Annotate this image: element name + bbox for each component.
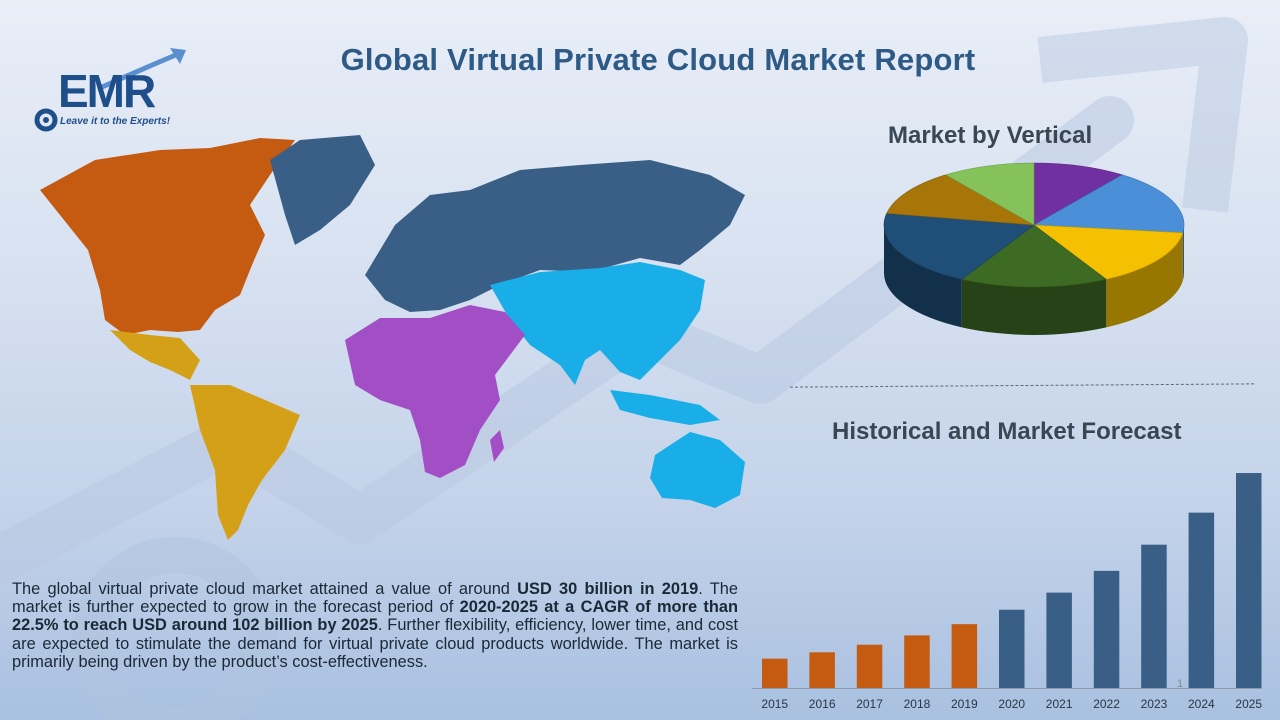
description-text: . The market is further expected to grow… [12, 580, 739, 617]
x-tick-label: 2015 [761, 697, 788, 711]
description-highlight: 2020-2025 at a CAGR of more than 22.5% t… [12, 598, 738, 635]
description-highlight: USD 30 billion in 2019 [517, 580, 699, 598]
bar-2021 [1046, 592, 1072, 688]
map-region-europe-russia [365, 160, 745, 312]
pie-slice [1033, 224, 1184, 280]
map-region-madagascar [490, 430, 504, 462]
page-number: 1 [1177, 678, 1184, 690]
x-tick-label: 2016 [809, 697, 836, 711]
map-region-australia [650, 432, 745, 508]
map-region-central-america [110, 330, 200, 380]
x-tick-label: 2019 [951, 697, 978, 711]
map-region-south-america [190, 385, 300, 540]
bar-2017 [856, 644, 883, 688]
pie-slice-side [1182, 225, 1184, 281]
pie-slice-side [961, 279, 1107, 336]
x-tick-label: 2018 [904, 697, 931, 711]
pie-slice [1033, 162, 1123, 226]
bar-2020 [999, 609, 1025, 688]
logo-arrow-icon [34, 48, 186, 132]
pie-slice-side [884, 225, 962, 328]
bar-2025 [1236, 473, 1262, 688]
world-map [40, 135, 745, 540]
x-tick-label: 2021 [1046, 697, 1073, 711]
market-description: The global virtual private cloud market … [12, 580, 738, 671]
emr-logo: EMR Leave it to the Experts! [30, 40, 200, 135]
description-text: The global virtual private cloud market … [12, 580, 518, 598]
bar-chart-title: Historical and Market Forecast [832, 418, 1182, 445]
x-tick-label: 2024 [1188, 697, 1215, 711]
bar-2018 [904, 635, 930, 688]
pie-slice [945, 162, 1035, 226]
pie-slice [886, 174, 1035, 226]
pie-chart-title: Market by Vertical [888, 122, 1093, 149]
map-region-north-america [40, 138, 295, 335]
bar-2023 [1141, 544, 1167, 688]
pie-slice [961, 224, 1107, 288]
pie-slice [883, 213, 1035, 280]
x-tick-label: 2025 [1235, 697, 1262, 711]
page-title: Global Virtual Private Cloud Market Repo… [340, 42, 976, 77]
map-region-greenland [270, 135, 375, 245]
x-tick-label: 2017 [856, 697, 883, 711]
description-text: . Further flexibility, efficiency, lower… [12, 616, 739, 671]
bar-2016 [809, 652, 835, 688]
pie-slice [1032, 174, 1185, 234]
bar-2022 [1093, 570, 1120, 688]
bar-2024 [1188, 512, 1215, 688]
map-region-asia-pacific [490, 262, 705, 385]
x-tick-label: 2023 [1141, 697, 1168, 711]
bar-2015 [762, 658, 788, 688]
x-tick-label: 2022 [1093, 697, 1120, 711]
logo-tagline: Leave it to the Experts! [60, 116, 171, 127]
logo-mark: EMR [58, 65, 156, 117]
bar-2019 [951, 624, 978, 688]
map-region-southeast-asia [610, 390, 720, 425]
map-region-africa-middle-east [345, 305, 525, 478]
x-tick-label: 2020 [998, 697, 1025, 711]
